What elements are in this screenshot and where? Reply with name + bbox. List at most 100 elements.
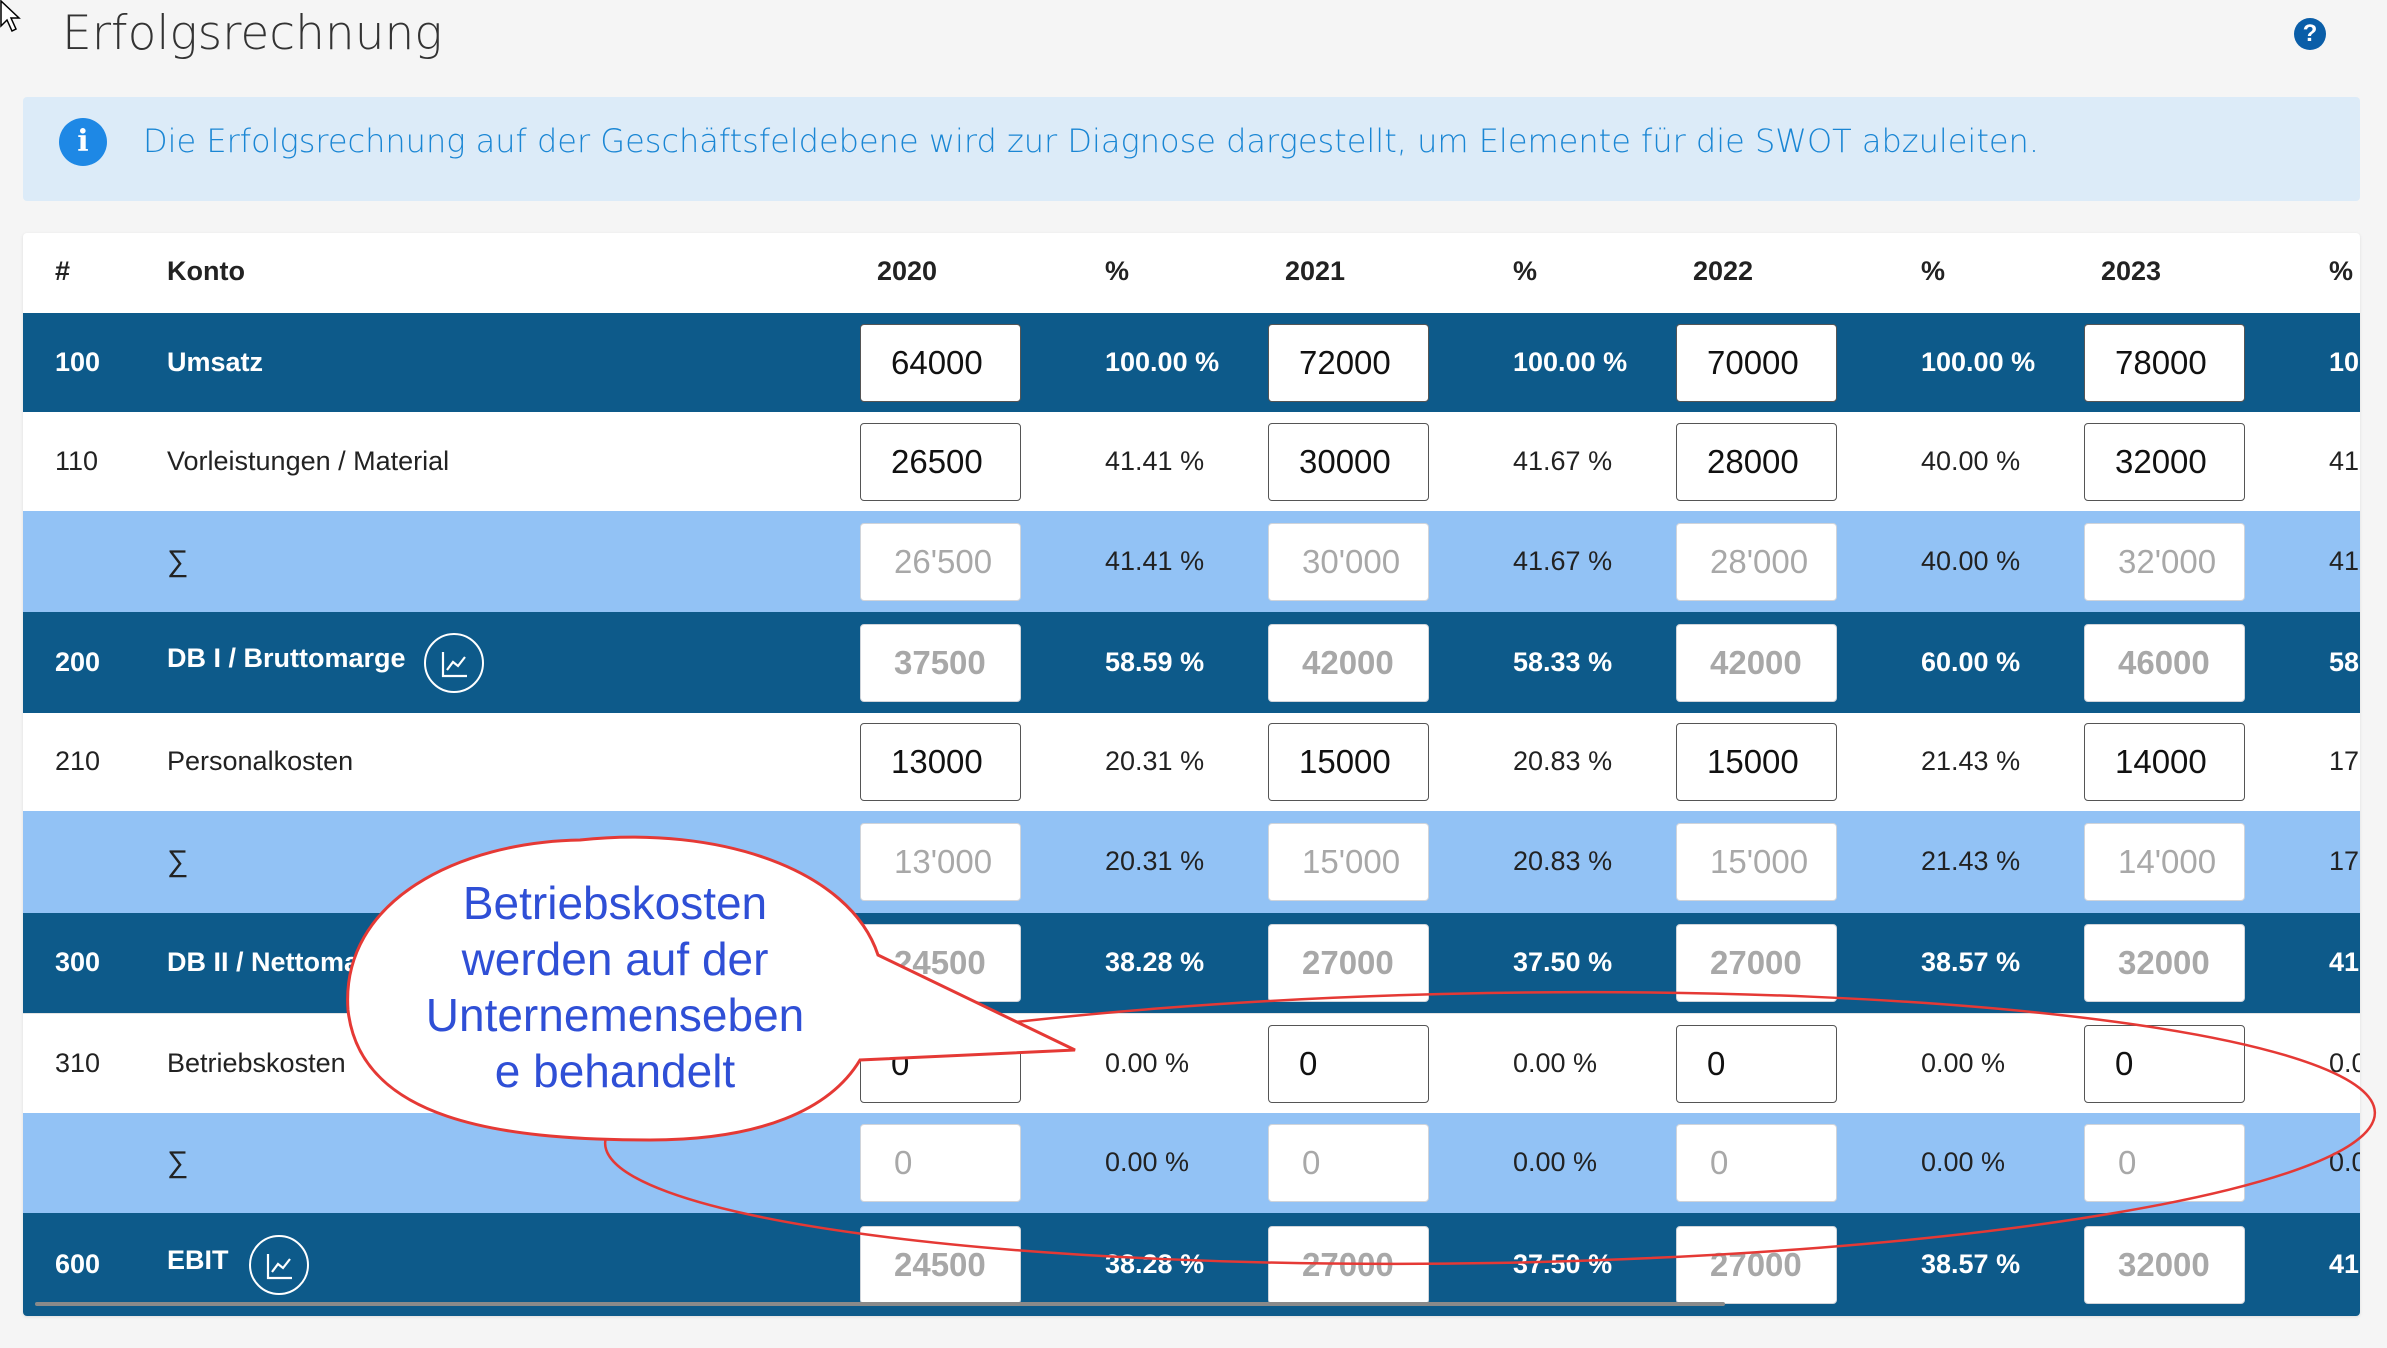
account-name: Betriebskosten <box>167 1048 346 1078</box>
percent-value: 0.00 % <box>1513 1147 1598 1177</box>
account-name: ∑ <box>167 544 189 578</box>
percent-value: 40.00 % <box>1921 545 2021 576</box>
percent-value: 41.67 % <box>1513 545 1613 576</box>
percent-value: 0.00 % <box>1921 1147 2006 1177</box>
value-readonly-field: 24500 <box>860 924 1021 1002</box>
annotation-line: e behandelt <box>494 1045 736 1097</box>
percent-value: 58.33 % <box>1513 646 1613 677</box>
value-readonly-field: 0 <box>1268 1124 1429 1202</box>
percent-value: 41.41 % <box>1105 445 1205 476</box>
percent-value: 100.00 % <box>1513 346 1628 377</box>
percent-value: 0.00 % <box>1105 1147 1190 1177</box>
header-year-2021: 2021 <box>1285 256 1346 286</box>
percent-value: 17 <box>2329 846 2360 876</box>
value-readonly-field: 15'000 <box>1268 823 1429 901</box>
value-input[interactable]: 30000 <box>1268 422 1429 501</box>
header-percent: % <box>1921 256 1946 286</box>
header-year-2023: 2023 <box>2101 256 2162 286</box>
header-year-2022: 2022 <box>1693 256 1754 286</box>
percent-value: 0.00 % <box>1921 1048 2006 1078</box>
value-input[interactable]: 0 <box>860 1025 1021 1103</box>
table-row: 100 Umsatz 64000 100.00 % 72000 100.00 % 70000… <box>23 313 2360 412</box>
value-input[interactable]: 0 <box>1268 1025 1429 1103</box>
account-number: 300 <box>55 947 101 977</box>
value-input[interactable]: 0 <box>1676 1025 1837 1103</box>
value-readonly-field: 27000 <box>1268 1225 1429 1304</box>
value-input[interactable]: 14000 <box>2084 723 2245 801</box>
value-readonly-field: 32'000 <box>2084 522 2245 601</box>
value-input[interactable]: 13000 <box>860 723 1021 801</box>
account-number: 310 <box>55 1048 101 1078</box>
percent-value: 38.57 % <box>1921 947 2021 977</box>
percent-value: 58 <box>2329 646 2360 677</box>
percent-value: 20.31 % <box>1105 746 1205 776</box>
table-header: # Konto 2020 % 2021 % 2022 % 2023 % <box>23 233 2360 313</box>
header-percent: % <box>2329 256 2354 286</box>
percent-value: 100.00 % <box>1105 346 1220 377</box>
value-input[interactable]: 78000 <box>2084 323 2245 402</box>
percent-value: 41.41 % <box>1105 545 1205 576</box>
percent-value: 58.59 % <box>1105 646 1205 677</box>
account-name: DB II / Nettoma <box>167 947 360 977</box>
account-name: EBIT <box>167 1244 229 1275</box>
account-name: ∑ <box>167 845 189 878</box>
percent-value: 20.83 % <box>1513 846 1613 876</box>
value-readonly-field: 24500 <box>860 1225 1021 1304</box>
value-readonly-field: 27000 <box>1676 1225 1837 1304</box>
value-input[interactable]: 64000 <box>860 323 1021 402</box>
percent-value: 0.00 % <box>1513 1048 1598 1078</box>
account-number: 210 <box>55 746 101 776</box>
value-input[interactable]: 15000 <box>1268 723 1429 801</box>
value-readonly-field: 13'000 <box>860 823 1021 901</box>
value-input[interactable]: 32000 <box>2084 422 2245 501</box>
trend-chart-icon[interactable] <box>249 1234 309 1295</box>
account-number: 200 <box>55 646 101 677</box>
percent-value: 41.67 % <box>1513 445 1613 476</box>
help-icon[interactable]: ? <box>2294 18 2326 50</box>
value-input[interactable]: 28000 <box>1676 422 1837 501</box>
value-input[interactable]: 26500 <box>860 422 1021 501</box>
subtotal-row: ∑ 26'500 41.41 % 30'000 41.67 % 28'000 40.00 %… <box>23 511 2360 612</box>
header-number: # <box>55 256 71 286</box>
percent-value: 20.31 % <box>1105 846 1205 876</box>
percent-value: 0.0 <box>2329 1147 2360 1177</box>
percent-value: 20.83 % <box>1513 746 1613 776</box>
account-number: 110 <box>55 445 99 476</box>
info-banner: i Die Erfolgsrechnung auf der Geschäftsf… <box>23 97 2360 201</box>
header-percent: % <box>1513 256 1538 286</box>
annotation-line: werden auf der <box>461 933 769 985</box>
value-readonly-field: 14'000 <box>2084 823 2245 901</box>
horizontal-scrollbar[interactable] <box>35 1302 1725 1306</box>
header-year-2020: 2020 <box>877 256 938 286</box>
subtotal-row: ∑ 13'000 20.31 % 15'000 20.83 % 15'000 21.43 %… <box>23 811 2360 913</box>
value-input[interactable]: 15000 <box>1676 723 1837 801</box>
value-input[interactable]: 70000 <box>1676 323 1837 402</box>
account-name: Umsatz <box>167 346 264 377</box>
value-readonly-field: 32000 <box>2084 924 2245 1002</box>
info-text: Die Erfolgsrechnung auf der Geschäftsfel… <box>143 122 2039 160</box>
value-readonly-field: 0 <box>860 1124 1021 1202</box>
percent-value: 38.28 % <box>1105 947 1205 977</box>
mouse-cursor-icon <box>0 0 21 33</box>
table-row: 110 Vorleistungen / Material 26500 41.41 % 3… <box>23 412 2360 511</box>
value-readonly-field: 28'000 <box>1676 522 1837 601</box>
header-konto: Konto <box>167 256 245 286</box>
percent-value: 41 <box>2329 545 2360 576</box>
annotation-line: Betriebskosten <box>462 877 768 929</box>
trend-chart-icon[interactable] <box>424 632 484 693</box>
table-row: 310 Betriebskosten 0 0.00 % 0 0.00 % 0 0.00 % 0 0… <box>23 1013 2360 1114</box>
value-input[interactable]: 72000 <box>1268 323 1429 402</box>
value-readonly-field: 0 <box>2084 1124 2245 1202</box>
value-input[interactable]: 0 <box>2084 1025 2245 1103</box>
value-readonly-field: 46000 <box>2084 623 2245 702</box>
account-name: ∑ <box>167 1146 189 1179</box>
subtotal-row: ∑ 0 0.00 % 0 0.00 % 0 0.00 % 0 0.0 <box>23 1113 2360 1213</box>
table-row: 200 DB I / Bruttomarge 37500 58.59 % 42000 58… <box>23 612 2360 713</box>
value-readonly-field: 27000 <box>1676 924 1837 1002</box>
percent-value: 21.43 % <box>1921 746 2021 776</box>
value-readonly-field: 37500 <box>860 623 1021 702</box>
value-readonly-field: 32000 <box>2084 1225 2245 1304</box>
value-readonly-field: 42000 <box>1676 623 1837 702</box>
page-title: Erfolgsrechnung <box>62 6 443 61</box>
percent-value: 37.50 % <box>1513 947 1613 977</box>
